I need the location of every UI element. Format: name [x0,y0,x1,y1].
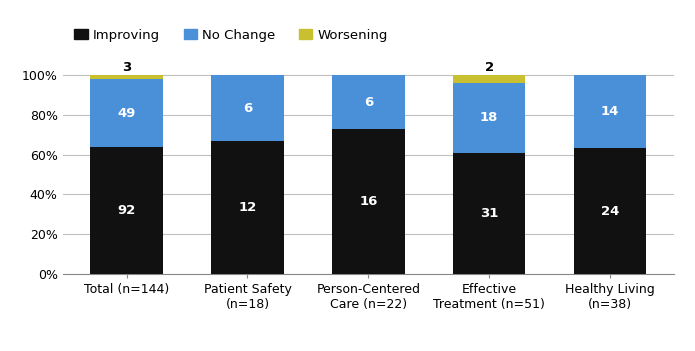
Bar [90,79,163,147]
Bar [453,75,525,83]
Text: 16: 16 [359,195,377,208]
Text: 12: 12 [238,201,256,214]
Text: 24: 24 [601,205,619,218]
Bar [453,83,525,153]
Bar [332,75,404,129]
Bar [211,141,284,274]
Bar [90,75,163,79]
Legend: Improving, No Change, Worsening: Improving, No Change, Worsening [69,24,393,47]
Bar [211,75,284,141]
Text: 18: 18 [480,112,498,125]
Bar [453,153,525,274]
Text: 2: 2 [484,61,493,74]
Bar [574,75,646,148]
Text: 49: 49 [117,107,136,120]
Bar [574,148,646,274]
Text: 6: 6 [363,96,373,109]
Bar [90,147,163,274]
Text: 31: 31 [480,207,498,220]
Text: 92: 92 [117,204,136,217]
Text: 6: 6 [243,102,252,115]
Text: 3: 3 [122,61,131,74]
Bar [332,129,404,274]
Text: 14: 14 [601,105,619,118]
